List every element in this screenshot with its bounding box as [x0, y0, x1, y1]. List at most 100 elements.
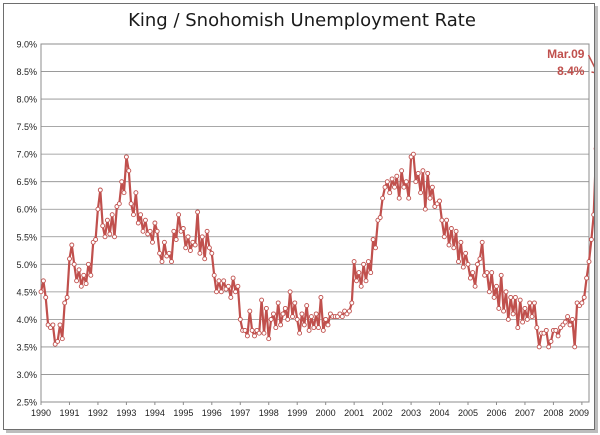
data-point — [57, 322, 63, 328]
data-point — [584, 275, 590, 281]
data-point — [104, 217, 110, 223]
data-point — [567, 322, 573, 328]
data-point — [415, 170, 421, 176]
data-point — [346, 308, 352, 314]
data-point — [515, 325, 521, 331]
data-point — [429, 184, 435, 190]
y-tick-label: 2.5% — [16, 398, 37, 408]
data-point — [496, 305, 502, 311]
data-point — [211, 272, 217, 278]
x-tick-label: 2009 — [569, 408, 589, 418]
data-point — [422, 206, 428, 212]
data-point — [484, 270, 490, 276]
data-point — [529, 314, 535, 320]
data-point — [275, 300, 281, 306]
data-point — [313, 311, 319, 317]
data-point — [475, 261, 480, 267]
data-point — [185, 234, 191, 240]
data-point — [394, 173, 400, 179]
y-tick-label: 5.5% — [16, 232, 37, 242]
data-point — [233, 289, 238, 295]
data-point — [572, 344, 578, 350]
data-point — [59, 336, 65, 342]
data-point — [579, 300, 585, 306]
data-point — [192, 242, 198, 248]
data-point — [71, 261, 77, 267]
data-point — [351, 259, 357, 265]
data-point — [218, 289, 224, 295]
x-tick-label: 1997 — [230, 408, 250, 418]
data-point — [131, 212, 136, 218]
data-point — [140, 228, 146, 234]
data-point — [489, 270, 495, 276]
data-point — [285, 316, 291, 322]
data-point — [247, 308, 253, 314]
annotation-label-date: Mar.09 — [547, 47, 585, 61]
data-point — [358, 283, 364, 289]
data-point — [444, 217, 450, 223]
data-point — [88, 272, 94, 278]
data-point — [494, 283, 499, 289]
annotation-mar09: Mar.09 8.4% — [547, 47, 594, 78]
annotation-label-value: 8.4% — [557, 64, 585, 78]
data-point — [477, 256, 483, 262]
data-point — [252, 333, 257, 339]
data-point — [531, 300, 537, 306]
data-point — [195, 209, 201, 215]
data-point — [356, 270, 362, 276]
data-point — [320, 327, 326, 333]
data-point — [491, 294, 497, 300]
data-point — [214, 289, 219, 295]
data-point — [304, 303, 310, 309]
data-point — [169, 259, 174, 265]
y-axis-tick-labels: 2.5% 3.0% 3.5% 4.0% 4.5% 5.0% 5.5% 6.0% 6.5% 7.0%… — [16, 40, 37, 408]
data-point — [95, 206, 101, 212]
data-point — [465, 261, 471, 267]
x-tick-label: 1990 — [31, 408, 51, 418]
y-tick-label: 4.0% — [16, 315, 37, 325]
data-point — [522, 305, 528, 311]
unemployment-series-line — [39, 153, 594, 348]
data-point — [339, 314, 345, 320]
data-point — [152, 220, 158, 226]
data-point — [586, 259, 592, 265]
data-point — [204, 228, 210, 234]
data-point — [76, 267, 82, 273]
data-point — [399, 168, 405, 174]
data-point — [486, 289, 492, 295]
data-point — [121, 190, 127, 196]
data-point — [403, 179, 409, 185]
data-point — [311, 325, 317, 331]
data-point — [439, 217, 445, 223]
data-point — [524, 316, 530, 322]
data-point — [297, 330, 303, 336]
x-tick-label: 2004 — [430, 408, 450, 418]
data-point — [437, 198, 442, 204]
data-point — [425, 170, 431, 176]
data-point — [510, 311, 516, 317]
data-point — [410, 151, 416, 157]
data-point — [543, 327, 549, 333]
data-point — [197, 250, 203, 256]
x-tick-label: 2001 — [344, 408, 364, 418]
data-point — [316, 325, 321, 331]
data-point — [520, 319, 526, 325]
data-point — [467, 275, 473, 281]
x-tick-label: 1995 — [173, 408, 193, 418]
data-point — [280, 311, 286, 317]
data-point — [187, 248, 193, 253]
data-point — [301, 322, 307, 328]
y-tick-label: 3.5% — [16, 342, 37, 352]
chart-frame: King / Snohomish Unemployment Rate 2.5% 3… — [3, 3, 595, 430]
data-points — [38, 147, 594, 350]
data-point — [123, 154, 129, 160]
x-axis-tick-labels: 1990 1991 1992 1993 1994 1995 1996 1997 1998 1999… — [31, 402, 589, 418]
x-tick-label: 1992 — [88, 408, 108, 418]
data-point — [546, 344, 552, 350]
data-point — [107, 231, 113, 237]
data-point — [268, 316, 274, 322]
data-point — [38, 289, 44, 295]
data-point — [387, 190, 393, 196]
x-tick-label: 2003 — [401, 408, 421, 418]
x-tick-label: 1993 — [116, 408, 136, 418]
